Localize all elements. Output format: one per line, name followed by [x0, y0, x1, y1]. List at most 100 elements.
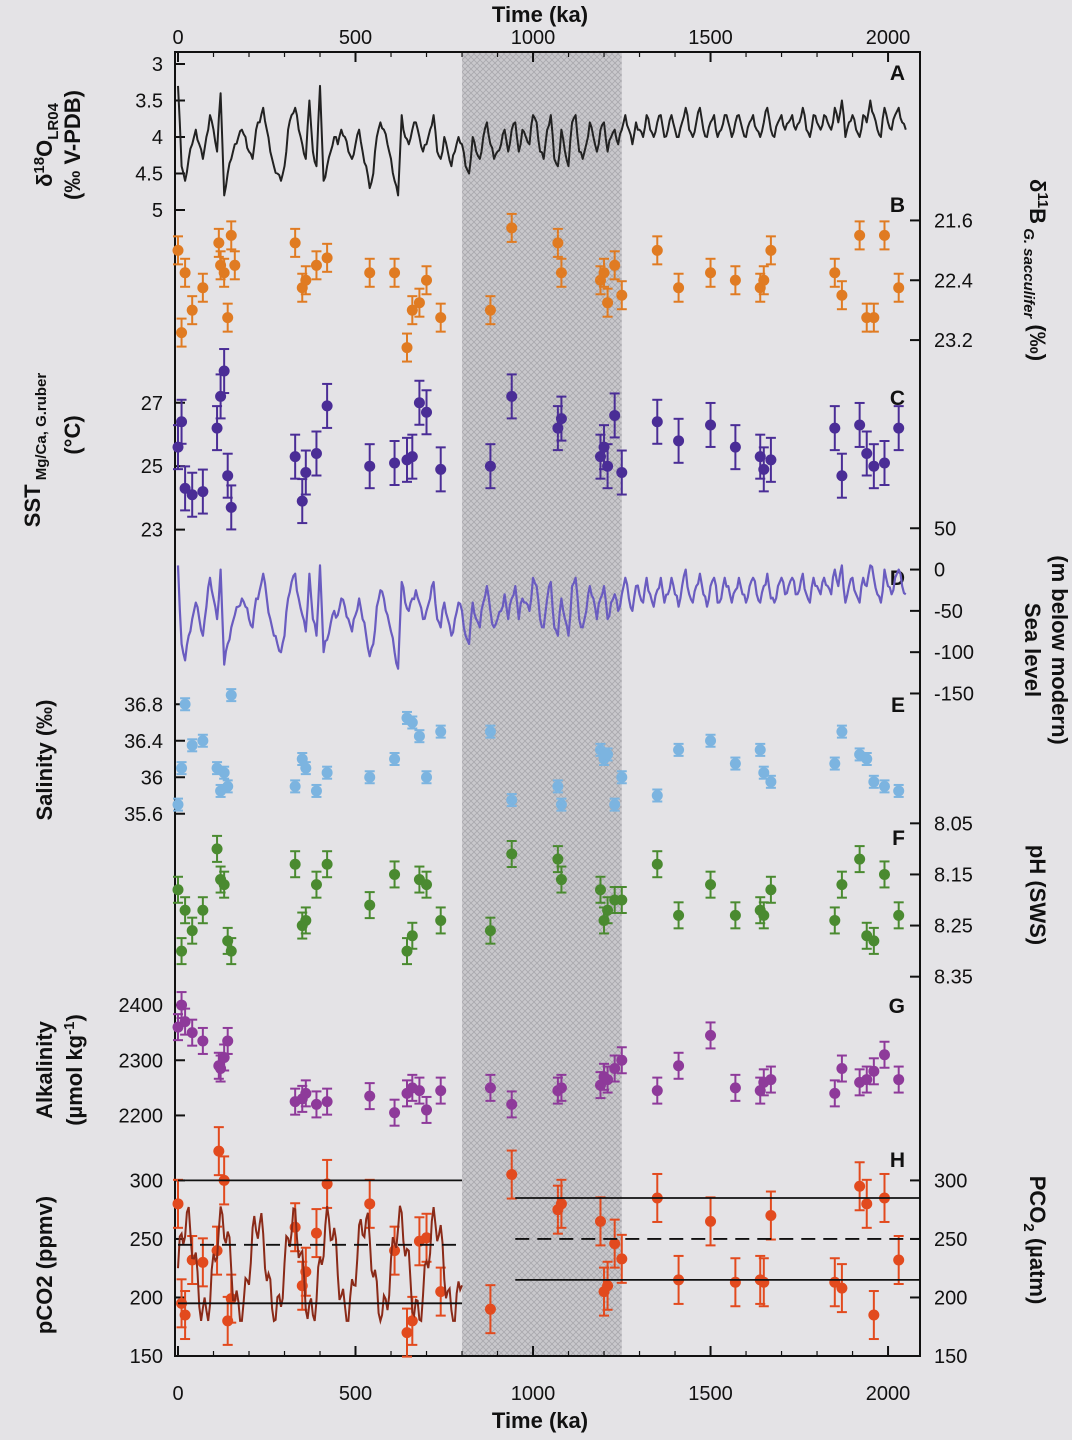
data-point-G: [179, 1016, 191, 1028]
data-point-G: [222, 1035, 234, 1047]
data-point-E: [673, 744, 685, 756]
data-point-G: [484, 1082, 496, 1094]
data-point-C: [211, 422, 223, 434]
data-point-H: [758, 1276, 770, 1288]
data-point-E: [406, 717, 418, 728]
y-tick-label-E: 35.6: [124, 804, 163, 826]
y-tick-label-G: 2300: [119, 1050, 164, 1072]
data-point-B: [321, 252, 333, 264]
data-point-H: [765, 1210, 777, 1222]
data-point-F: [868, 935, 880, 947]
data-point-H: [179, 1309, 191, 1321]
data-point-C: [836, 470, 848, 482]
data-point-C: [364, 460, 376, 472]
data-point-C: [222, 470, 234, 482]
data-point-C: [300, 467, 312, 479]
data-point-H: [705, 1215, 717, 1227]
data-point-H: [401, 1327, 413, 1339]
panel-letter-A: A: [890, 62, 905, 85]
data-point-B: [829, 267, 841, 279]
data-point-E: [602, 748, 614, 760]
data-point-C: [421, 406, 433, 418]
data-point-H: [506, 1169, 518, 1181]
data-point-C: [218, 365, 230, 377]
data-point-G: [705, 1029, 717, 1041]
data-point-E: [222, 780, 234, 792]
data-point-C: [609, 409, 621, 421]
data-point-B: [854, 229, 866, 241]
data-point-H: [213, 1145, 225, 1157]
data-point-H: [172, 1198, 184, 1210]
data-point-E: [197, 735, 209, 747]
data-point-C: [225, 501, 237, 513]
data-point-B: [609, 259, 621, 271]
x-tick-label-top: 1000: [511, 27, 556, 49]
data-point-G: [616, 1054, 628, 1066]
icecore-pco2-line: [177, 1205, 463, 1325]
data-point-E: [729, 758, 741, 770]
data-point-E: [609, 799, 621, 811]
y-tick-label-D: -150: [934, 683, 974, 705]
data-point-F: [836, 879, 848, 891]
data-point-C: [289, 451, 301, 463]
data-point-G: [893, 1074, 905, 1086]
axes: 00500500100010001500150020002000A33.544.…: [119, 27, 975, 1405]
data-point-C: [179, 482, 191, 494]
ylabel-salinity: Salinity (‰): [32, 699, 57, 820]
data-point-F: [211, 843, 223, 855]
data-point-B: [222, 312, 234, 324]
y-tick-label-G: 2400: [119, 995, 164, 1017]
data-point-B: [300, 274, 312, 286]
data-point-B: [218, 267, 230, 279]
data-point-C: [413, 397, 425, 409]
data-point-B: [229, 259, 241, 271]
y-tick-label-A: 4: [152, 127, 163, 149]
data-point-H: [406, 1315, 418, 1327]
data-point-F: [673, 909, 685, 921]
data-point-G: [364, 1090, 376, 1102]
data-point-E: [754, 744, 766, 756]
data-point-G: [186, 1027, 198, 1039]
data-point-G: [300, 1087, 312, 1099]
data-point-E: [225, 689, 237, 701]
data-point-F: [176, 945, 188, 957]
data-point-H: [364, 1198, 376, 1210]
data-point-G: [868, 1065, 880, 1077]
data-point-C: [310, 448, 322, 459]
data-point-E: [172, 799, 184, 811]
data-point-H: [836, 1282, 848, 1294]
data-point-F: [893, 909, 905, 921]
data-point-E: [186, 739, 198, 751]
data-point-F: [594, 884, 606, 896]
data-point-B: [364, 267, 376, 279]
data-point-E: [389, 753, 401, 765]
data-point-C: [651, 416, 663, 428]
y-tick-label-E: 36.8: [124, 694, 163, 716]
data-point-C: [321, 400, 333, 412]
data-point-F: [602, 904, 614, 916]
data-point-B: [616, 289, 628, 301]
panel-letter-H: H: [890, 1149, 905, 1172]
x-tick-label-top: 2000: [866, 27, 911, 49]
x-tick-label-bottom: 1500: [688, 1383, 733, 1405]
data-point-F: [555, 874, 567, 886]
data-point-E: [300, 762, 312, 774]
ylabel-alkalinity-units: (µmol kg-1): [61, 1014, 87, 1126]
panel-letter-B: B: [890, 194, 905, 217]
y-tick-label-H: 200: [130, 1287, 163, 1309]
data-series: [172, 84, 920, 1358]
data-point-G: [836, 1063, 848, 1075]
ylabel-alkalinity: Alkalinity: [32, 1020, 57, 1119]
data-point-F: [878, 868, 890, 880]
top-axis-title: Time (ka): [492, 2, 588, 27]
y-tick-label-B: 22.4: [934, 270, 973, 292]
data-point-B: [758, 274, 770, 286]
data-point-C: [765, 454, 777, 466]
data-point-C: [602, 460, 614, 472]
data-point-H: [616, 1253, 628, 1265]
data-point-H: [893, 1254, 905, 1266]
y-tick-label-C: 27: [141, 393, 163, 415]
data-point-G: [321, 1096, 333, 1108]
data-point-C: [829, 422, 841, 434]
shaded-interval: [462, 52, 622, 1356]
